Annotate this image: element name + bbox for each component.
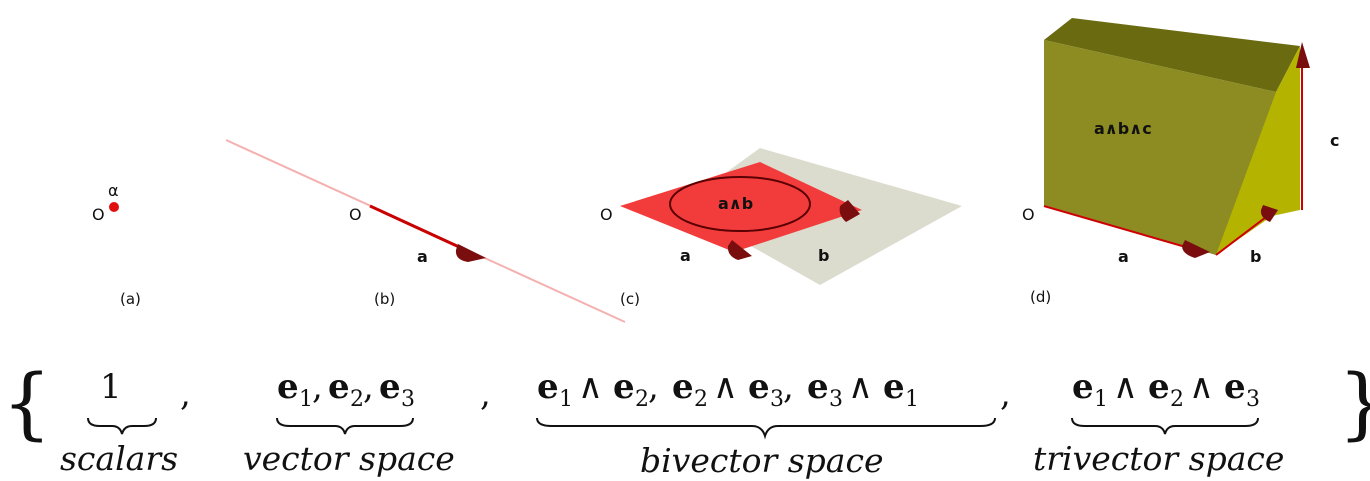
- svg-text:1: 1: [559, 387, 573, 412]
- svg-text:e: e: [328, 367, 350, 407]
- scalars-underbrace: [87, 417, 157, 435]
- svg-text:3: 3: [401, 387, 415, 412]
- trivector-label: trivector space: [1033, 439, 1284, 478]
- svg-text:e: e: [883, 367, 905, 407]
- vector-a-arrowhead: [455, 244, 486, 262]
- svg-text:3: 3: [770, 387, 784, 412]
- vector-basis-term: e 1 , e 2 , e 3: [277, 367, 415, 412]
- vector-b-label-c: b: [818, 246, 829, 265]
- svg-text:2: 2: [694, 387, 708, 412]
- svg-text:e: e: [1148, 367, 1170, 407]
- bivector-basis-term: e 1 ∧ e 2 , e 2 ∧ e 3 , e 3 ∧ e 1: [537, 367, 919, 412]
- origin-label-a: O: [92, 205, 105, 224]
- svg-text:∧: ∧: [848, 367, 873, 407]
- svg-text:2: 2: [635, 387, 649, 412]
- svg-text:1: 1: [905, 387, 919, 412]
- cube-label: a∧b∧c: [1094, 119, 1152, 138]
- svg-text:∧: ∧: [713, 367, 738, 407]
- vector-b-arrowhead-d: [1260, 205, 1278, 222]
- svg-text:2: 2: [1170, 387, 1184, 412]
- vector-b-label-d: b: [1250, 247, 1261, 266]
- svg-text:∧: ∧: [1189, 367, 1214, 407]
- caption-a: (a): [120, 290, 141, 308]
- vector-c-arrowhead-d: [1296, 42, 1310, 68]
- trivector-underbrace: [1071, 417, 1259, 435]
- caption-b: (b): [374, 290, 395, 308]
- cube-top-face: [1044, 18, 1300, 92]
- svg-text:e: e: [1072, 367, 1094, 407]
- comma-3: ,: [1000, 374, 1011, 414]
- vector-a-label-d: a: [1118, 247, 1129, 266]
- svg-text:e: e: [807, 367, 829, 407]
- equation-row: { } 1 scalars , e 1 , e 2 , e 3 vector s…: [2, 359, 1370, 480]
- svg-text:e: e: [277, 367, 299, 407]
- panel-b: O a (b): [225, 139, 626, 323]
- vector-a-label-c: a: [680, 246, 691, 265]
- scalar-point: [109, 202, 119, 212]
- vector-c-label-d: c: [1330, 131, 1339, 150]
- vector-a-shaft: [369, 204, 471, 254]
- svg-text:,: ,: [363, 367, 374, 407]
- svg-text:e: e: [1224, 367, 1246, 407]
- panel-a: O α (a): [92, 181, 141, 308]
- comma-2: ,: [480, 374, 491, 414]
- vector-a-edge-d: [1043, 205, 1197, 251]
- svg-text:,: ,: [312, 367, 323, 407]
- vector-b-edge-d: [1215, 213, 1271, 256]
- panel-d: O a∧b∧c a b c (d): [1022, 18, 1339, 306]
- cube-side-face: [1216, 46, 1300, 255]
- svg-text:e: e: [379, 367, 401, 407]
- vector-a-arrowhead-d: [1182, 240, 1210, 258]
- vector-a-arrowhead-c: [727, 240, 752, 260]
- plane-label: a∧b: [718, 194, 753, 213]
- comma-1: ,: [180, 374, 191, 414]
- alpha-label: α: [108, 181, 119, 200]
- svg-text:∧: ∧: [1113, 367, 1138, 407]
- panel-c: O a∧b a b (c): [600, 148, 962, 308]
- svg-text:e: e: [748, 367, 770, 407]
- equation-close-brace: }: [1338, 359, 1370, 449]
- scalars-term: 1: [100, 367, 122, 407]
- bivector-orientation-circle: [669, 176, 811, 232]
- bivector-plane-red: [620, 162, 862, 252]
- svg-text:e: e: [537, 367, 559, 407]
- bivector-label: bivector space: [640, 441, 883, 480]
- vector-underbrace: [276, 417, 414, 435]
- scalars-label: scalars: [60, 439, 178, 478]
- bivector-underbrace: [536, 417, 996, 440]
- svg-text:3: 3: [1246, 387, 1260, 412]
- caption-d: (d): [1030, 288, 1051, 306]
- trivector-basis-term: e 1 ∧ e 2 ∧ e 3: [1072, 367, 1260, 412]
- svg-text:1: 1: [1094, 387, 1108, 412]
- svg-text:∧: ∧: [578, 367, 603, 407]
- vector-label: vector space: [243, 439, 455, 478]
- origin-label-d: O: [1022, 205, 1035, 224]
- vector-b-arrowhead-c: [839, 200, 860, 222]
- svg-text:e: e: [672, 367, 694, 407]
- svg-text:,: ,: [783, 367, 794, 407]
- svg-text:e: e: [613, 367, 635, 407]
- caption-c: (c): [620, 290, 640, 308]
- origin-label-c: O: [600, 205, 613, 224]
- svg-text:,: ,: [648, 367, 659, 407]
- equation-open-brace: {: [2, 359, 52, 449]
- svg-text:2: 2: [350, 387, 364, 412]
- svg-text:3: 3: [829, 387, 843, 412]
- cube-front-face: [1044, 40, 1276, 255]
- origin-label-b: O: [349, 205, 362, 224]
- svg-text:1: 1: [299, 387, 313, 412]
- vector-a-label-b: a: [417, 247, 428, 266]
